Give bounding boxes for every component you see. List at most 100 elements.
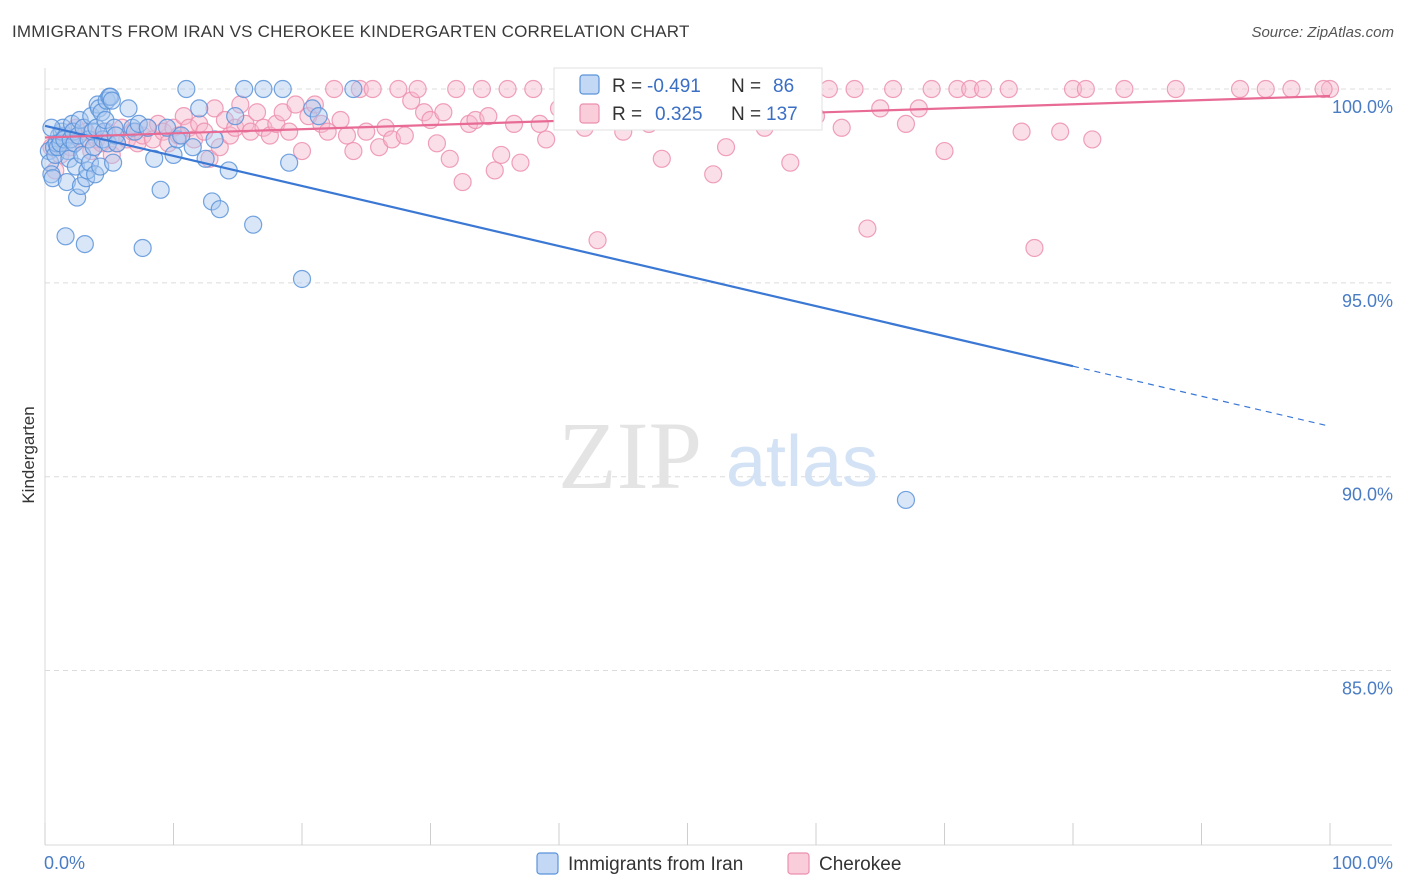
cherokee-point — [331, 110, 350, 130]
cherokee-point — [408, 79, 427, 99]
y-tick-label: 85.0% — [1342, 679, 1393, 699]
cherokee-point — [511, 153, 530, 172]
cherokee-point — [524, 79, 543, 99]
cherokee-point — [453, 172, 472, 192]
legend-n-label-iran: N = — [731, 76, 761, 97]
iran-point — [309, 107, 328, 126]
iran-point — [75, 234, 94, 254]
cherokee-point — [389, 79, 408, 99]
cherokee-point — [292, 141, 312, 161]
cherokee-point — [1314, 79, 1333, 99]
iran-point — [190, 99, 209, 118]
cherokee-point — [395, 126, 414, 145]
cherokee-point — [819, 79, 838, 99]
y-tick-label: 100.0% — [1332, 97, 1393, 117]
cherokee-point — [344, 141, 363, 161]
iran-trend-extension — [1072, 365, 1331, 427]
iran-point — [280, 153, 299, 172]
iran-point — [129, 114, 148, 134]
cherokee-point — [896, 114, 916, 134]
cherokee-point — [492, 145, 511, 165]
cherokee-point — [1083, 130, 1102, 149]
cherokee-point — [530, 114, 549, 134]
cherokee-point — [447, 79, 466, 99]
legend-n-value-iran: 86 — [773, 76, 794, 97]
cherokee-point — [537, 130, 556, 149]
cherokee-point — [716, 138, 736, 157]
cherokee-point — [280, 122, 299, 141]
cherokee-point — [832, 118, 851, 137]
watermark-zip: ZIP — [558, 402, 702, 509]
cherokee-point — [174, 107, 193, 126]
cherokee-point — [504, 114, 524, 134]
iran-point — [235, 79, 254, 99]
cherokee-point — [485, 161, 504, 180]
iran-point — [104, 153, 123, 172]
cherokee-point — [102, 145, 121, 165]
watermark-atlas: atlas — [726, 422, 878, 502]
cherokee-point — [935, 141, 954, 161]
cherokee-point — [325, 79, 344, 99]
cherokee-point — [871, 99, 890, 118]
legend-r-value-cherokee: 0.325 — [655, 104, 703, 125]
cherokee-point — [1230, 79, 1250, 99]
series-legend-label-iran: Immigrants from Iran — [568, 854, 743, 875]
cherokee-point — [1025, 238, 1044, 258]
cherokee-point — [999, 79, 1018, 99]
watermark: ZIP atlas — [558, 402, 878, 509]
iran-point — [82, 107, 101, 126]
cherokee-point — [337, 126, 357, 145]
iran-point — [151, 180, 170, 199]
cherokee-point — [1063, 79, 1083, 99]
chart-source: Source: ZipAtlas.com — [1251, 24, 1394, 41]
cherokee-point — [427, 134, 447, 153]
cherokee-point — [845, 79, 864, 99]
cherokee-point — [652, 149, 671, 168]
iran-point — [157, 118, 177, 137]
cherokee-point — [961, 79, 980, 99]
iran-point — [202, 192, 222, 211]
cherokee-point — [1256, 79, 1275, 99]
iran-point — [172, 126, 191, 145]
cherokee-point — [434, 103, 453, 122]
cherokee-point — [1012, 122, 1031, 141]
cherokee-point — [1115, 79, 1134, 99]
chart-title: IMMIGRANTS FROM IRAN VS CHEROKEE KINDERG… — [12, 22, 690, 41]
cherokee-point — [948, 79, 967, 99]
iran-trend-line — [44, 124, 1074, 368]
cherokee-point — [1076, 79, 1095, 99]
cherokee-point — [479, 107, 498, 126]
legend-swatch-iran — [579, 74, 600, 95]
legend-n-value-cherokee: 137 — [766, 104, 798, 125]
cherokee-point — [205, 99, 224, 118]
iran-point — [210, 200, 229, 219]
iran-point — [57, 172, 76, 192]
legend-r-label-cherokee: R = — [612, 104, 642, 125]
iran-point — [205, 130, 224, 149]
iran-point — [226, 107, 245, 126]
iran-point — [183, 138, 202, 157]
iran-point — [119, 99, 138, 118]
cherokee-point — [498, 79, 517, 99]
y-axis-title: Kindergarten — [19, 406, 38, 503]
cherokee-point — [363, 79, 382, 99]
iran-point — [56, 227, 75, 246]
axes — [44, 68, 1392, 846]
iran-point — [896, 490, 916, 510]
series-legend-label-cherokee: Cherokee — [819, 854, 901, 875]
iran-point — [344, 79, 363, 99]
cherokee-point — [922, 79, 941, 99]
cherokee-point — [247, 103, 267, 122]
cherokee-point — [704, 165, 723, 184]
iran-point — [102, 91, 121, 110]
y-tick-label: 95.0% — [1342, 291, 1393, 311]
iran-point — [66, 157, 85, 176]
cherokee-point — [973, 79, 993, 99]
y-tick-label: 90.0% — [1342, 485, 1393, 505]
iran-point — [254, 79, 273, 99]
iran-point — [273, 79, 292, 99]
cherokee-point — [350, 79, 369, 99]
iran-point — [244, 215, 263, 234]
trend-lines — [44, 94, 1331, 427]
